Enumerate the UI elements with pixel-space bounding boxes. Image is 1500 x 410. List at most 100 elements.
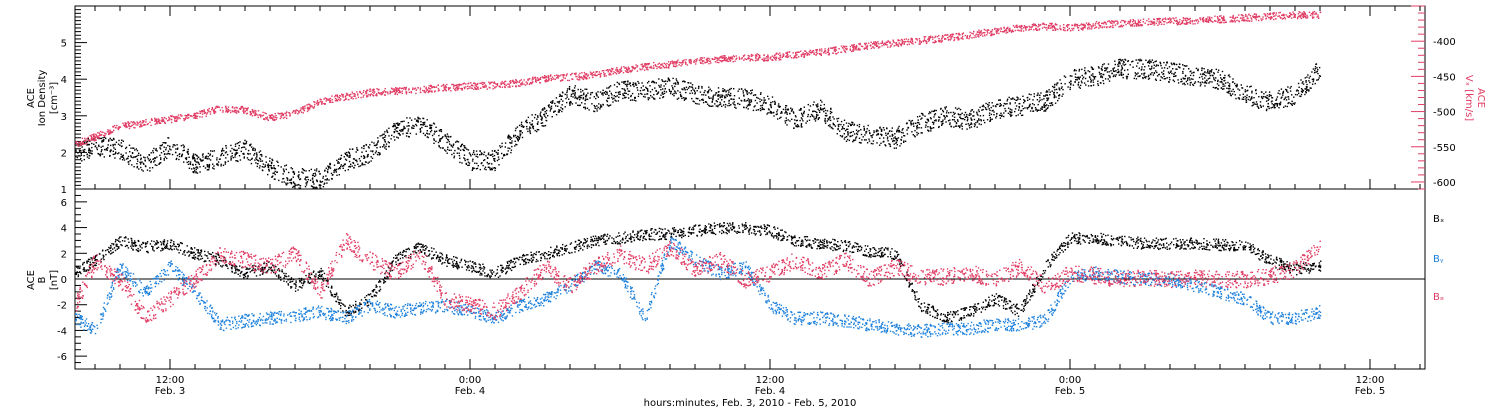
density-point <box>944 116 946 119</box>
density-point <box>1311 83 1314 85</box>
density-point <box>142 162 145 165</box>
density-point <box>566 88 569 90</box>
density-point <box>348 152 351 155</box>
density-point <box>939 116 941 119</box>
density-point <box>810 113 813 116</box>
vx-point <box>601 70 603 72</box>
density-point <box>1271 106 1274 109</box>
density-point <box>1158 73 1161 76</box>
density-point <box>1147 61 1150 63</box>
vx-point <box>156 121 158 123</box>
density-point <box>1097 80 1099 82</box>
density-point <box>1114 70 1116 73</box>
density-point <box>912 134 914 136</box>
density-point <box>158 163 160 165</box>
density-point <box>533 116 536 119</box>
density-point <box>606 104 609 106</box>
density-point <box>496 159 499 162</box>
density-point <box>787 108 790 110</box>
density-point <box>1051 90 1053 92</box>
density-point <box>327 171 329 174</box>
density-point <box>1197 68 1199 70</box>
density-point <box>229 150 232 152</box>
density-point <box>153 161 155 163</box>
density-point <box>1300 93 1303 96</box>
vx-point <box>472 85 474 87</box>
vx-point <box>619 69 621 71</box>
density-point <box>710 90 713 92</box>
vx-point <box>507 83 509 85</box>
vx-point <box>130 125 133 127</box>
density-point <box>234 153 236 155</box>
density-point <box>156 164 158 167</box>
density-point <box>471 160 474 162</box>
density-point <box>329 163 332 165</box>
density-point <box>1271 103 1273 105</box>
density-point <box>1009 108 1012 110</box>
vx-point <box>282 117 285 119</box>
vx-point <box>178 116 180 119</box>
density-point <box>1061 95 1063 97</box>
density-point <box>445 137 448 139</box>
density-point <box>821 101 823 103</box>
density-point <box>1155 65 1157 67</box>
density-point <box>167 152 169 155</box>
vx-point <box>450 90 452 92</box>
density-point <box>156 156 158 158</box>
density-point <box>138 168 140 170</box>
density-point <box>841 126 844 128</box>
density-point <box>320 184 322 187</box>
density-point <box>87 143 90 146</box>
vx-point <box>521 81 524 83</box>
vx-point <box>550 79 552 82</box>
density-point <box>802 120 804 122</box>
density-point <box>315 179 318 181</box>
density-point <box>1273 105 1275 108</box>
vx-point <box>527 79 529 82</box>
density-point <box>599 108 601 110</box>
density-point <box>784 107 787 109</box>
density-point <box>807 115 809 118</box>
density-point <box>834 125 837 127</box>
vx-point <box>86 142 88 145</box>
density-point <box>756 96 758 99</box>
density-point <box>352 162 355 164</box>
density-point <box>529 129 531 132</box>
density-point <box>80 153 82 155</box>
density-point <box>298 177 300 179</box>
density-point <box>527 116 530 119</box>
density-point <box>463 154 466 156</box>
vx-point <box>426 89 428 91</box>
vx-point <box>376 94 378 97</box>
density-point <box>1115 74 1117 76</box>
vx-point <box>471 87 473 89</box>
density-point <box>852 131 854 133</box>
density-point <box>520 125 523 128</box>
density-point <box>741 88 743 90</box>
density-point <box>558 110 560 112</box>
vx-point <box>620 68 622 70</box>
density-point <box>828 117 830 119</box>
density-point <box>1318 77 1320 79</box>
density-point <box>979 115 982 117</box>
density-point <box>188 156 190 158</box>
density-point <box>1197 81 1199 83</box>
density-point <box>441 137 443 139</box>
density-point <box>168 153 170 155</box>
density-point <box>1190 78 1193 80</box>
density-point <box>264 165 266 168</box>
density-point <box>86 154 88 156</box>
density-point <box>1270 107 1272 109</box>
density-point <box>841 135 844 137</box>
vx-point <box>237 110 240 112</box>
density-point <box>1127 60 1129 63</box>
vx-point <box>595 75 597 77</box>
vx-point <box>116 124 118 127</box>
vx-point <box>289 113 291 115</box>
density-point <box>880 133 882 135</box>
vx-point <box>470 82 472 84</box>
vx-point <box>417 87 419 89</box>
density-point <box>576 97 578 100</box>
density-point <box>964 118 966 121</box>
density-point <box>1106 71 1109 73</box>
